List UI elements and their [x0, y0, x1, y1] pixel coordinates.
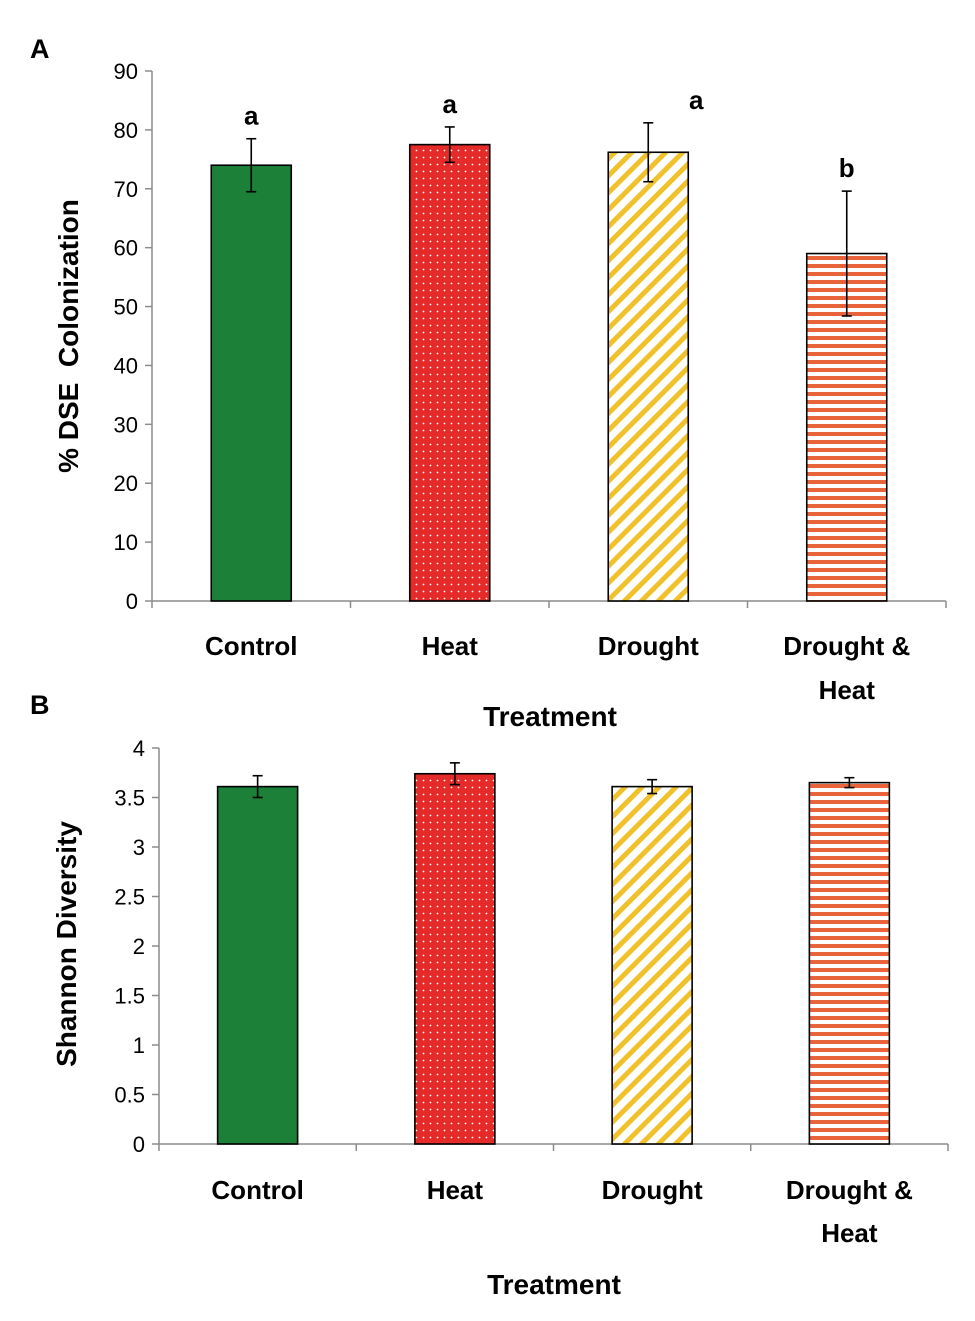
panel-b-y-ticks: 0 0.5 1 1.5 2 2.5 3 3.5 4 — [114, 736, 159, 1157]
panel-b-y-tick-label: 0.5 — [114, 1083, 145, 1108]
panel-a-y-tick-label: 60 — [114, 236, 138, 261]
panel-b-x-ticks — [158, 1144, 949, 1151]
panel-a-significance-letters: a a a b — [244, 85, 855, 183]
panel-a-y-tick-label: 50 — [114, 295, 138, 320]
panel-a-x-axis-title: Treatment — [483, 701, 617, 732]
panel-a-y-tick-label: 10 — [114, 530, 138, 555]
panel-b-category-label: Heat — [821, 1218, 878, 1248]
panel-a-chart: A 0 10 20 30 40 50 60 70 80 90 a a a b Control Heat Dr… — [30, 34, 947, 732]
panel-a-y-tick-label: 90 — [114, 59, 138, 84]
panel-a-significance-letter: a — [244, 101, 259, 131]
panel-a-category-label: Drought & — [783, 631, 910, 661]
panel-a-error-bars — [246, 122, 852, 317]
panel-a-y-tick-label: 70 — [114, 177, 138, 202]
panel-b-category-label: Drought — [602, 1175, 703, 1205]
panel-b-bar-heat — [414, 772, 496, 1145]
panel-b-bar-control — [216, 785, 299, 1145]
panel-b-y-tick-label: 2.5 — [114, 885, 145, 910]
panel-a-bar-control — [210, 164, 293, 602]
panel-a-bar-heat — [408, 143, 491, 602]
panel-b-bar-drought-heat — [808, 781, 891, 1145]
panel-a-category-labels: Control Heat Drought Drought & Heat — [205, 631, 910, 705]
panel-b-category-labels: Control Heat Drought Drought & Heat — [211, 1175, 913, 1248]
panel-a-significance-letter: a — [689, 85, 704, 115]
panel-a-category-label: Heat — [422, 631, 479, 661]
panel-b-y-tick-label: 3 — [133, 835, 145, 860]
panel-a-x-ticks — [151, 601, 947, 608]
panel-b-error-bars — [252, 762, 855, 799]
panel-b-y-tick-label: 0 — [133, 1132, 145, 1157]
panel-b-y-tick-label: 1.5 — [114, 984, 145, 1009]
panel-a-category-label: Heat — [819, 675, 876, 705]
panel-a-y-tick-label: 30 — [114, 412, 138, 437]
panel-b-x-axis-title: Treatment — [487, 1269, 621, 1300]
panel-b-y-axis-title: Shannon Diversity — [51, 821, 82, 1067]
panel-a-bar-drought — [607, 151, 690, 602]
panel-b-bars — [216, 772, 891, 1145]
panel-b-y-tick-label: 2 — [133, 934, 145, 959]
panel-b-y-tick-label: 3.5 — [114, 786, 145, 811]
panel-b-y-tick-label: 1 — [133, 1033, 145, 1058]
panel-a-y-axis-title: % DSE Colonization — [53, 199, 84, 473]
panel-a-y-ticks: 0 10 20 30 40 50 60 70 80 90 — [114, 59, 152, 614]
panel-a-category-label: Drought — [598, 631, 699, 661]
panel-b-category-label: Drought & — [786, 1175, 913, 1205]
panel-a-y-tick-label: 80 — [114, 118, 138, 143]
panel-b-bar-drought — [611, 785, 693, 1145]
panel-a-y-tick-label: 40 — [114, 353, 138, 378]
panel-b-y-tick-label: 4 — [133, 736, 145, 761]
panel-a-label: A — [30, 34, 50, 64]
panel-a-y-tick-label: 0 — [126, 589, 138, 614]
panel-b-chart: B 0 0.5 1 1.5 2 2.5 3 3.5 4 Control Heat Drought Dr… — [30, 690, 949, 1300]
panel-b-category-label: Heat — [427, 1175, 484, 1205]
panel-a-y-tick-label: 20 — [114, 471, 138, 496]
panel-a-bars — [210, 143, 888, 602]
panel-a-category-label: Control — [205, 631, 297, 661]
panel-b-label: B — [30, 690, 50, 720]
panel-a-significance-letter: a — [443, 89, 458, 119]
panel-b-category-label: Control — [211, 1175, 303, 1205]
panel-a-significance-letter: b — [839, 153, 855, 183]
